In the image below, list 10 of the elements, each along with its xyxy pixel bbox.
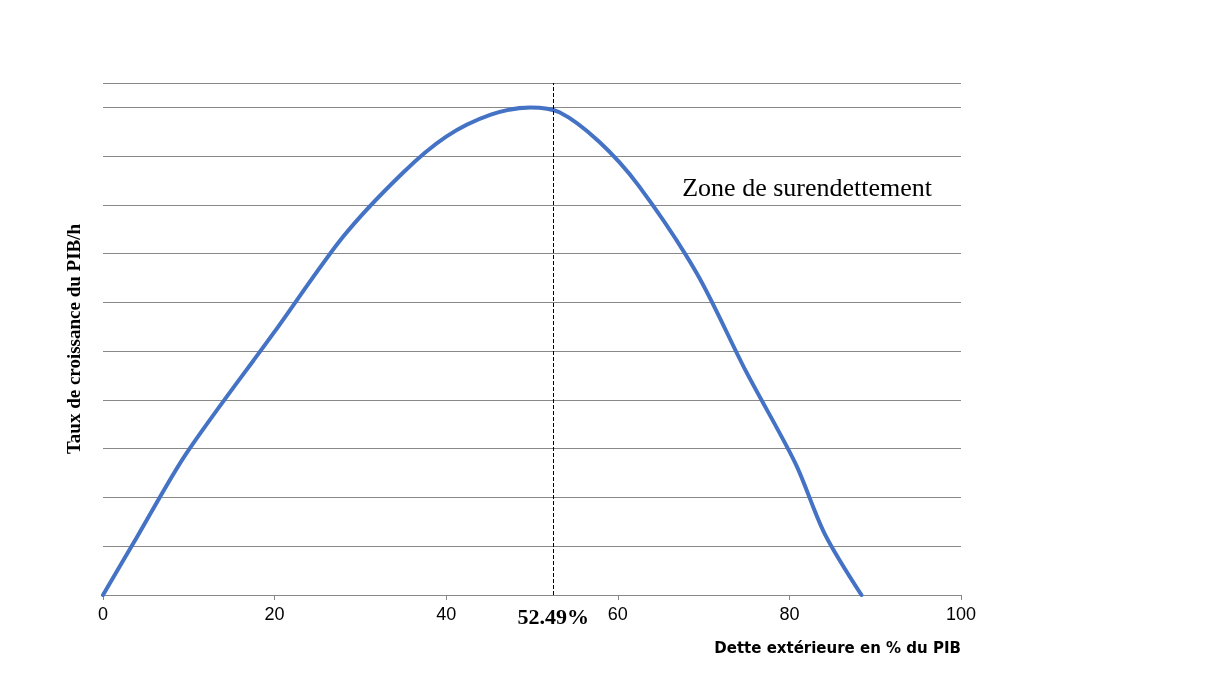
x-tick-label: 100: [945, 604, 977, 624]
x-tick-label: 20: [264, 604, 285, 624]
x-tick-label: 80: [779, 604, 800, 624]
x-tick-label: 0: [97, 604, 109, 624]
ref-line-label: 52.49%: [517, 603, 590, 629]
y-axis-title: Taux de croissance du PIB/h: [63, 223, 84, 455]
annotation: Zone de surendettement: [682, 172, 933, 202]
x-tick-label: 40: [436, 604, 457, 624]
x-tick-label: 60: [607, 604, 628, 624]
x-axis-title: Dette extérieure en % du PIB: [714, 638, 961, 657]
